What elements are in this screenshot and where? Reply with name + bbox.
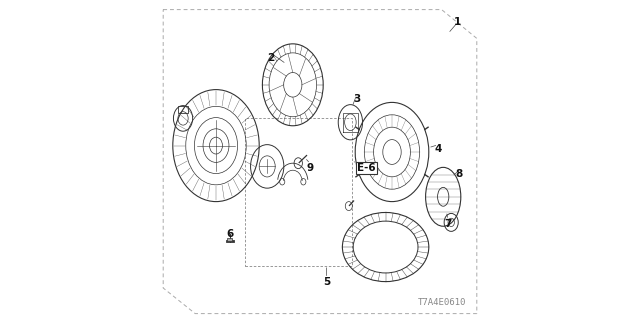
Text: 5: 5	[323, 276, 330, 287]
Polygon shape	[227, 238, 232, 241]
Text: 3: 3	[353, 94, 360, 104]
Text: 2: 2	[267, 52, 274, 63]
Text: 4: 4	[435, 144, 442, 154]
Text: T7A4E0610: T7A4E0610	[417, 298, 466, 307]
Text: E-6: E-6	[357, 163, 376, 173]
Text: 8: 8	[456, 169, 463, 180]
Text: 1: 1	[454, 17, 461, 28]
Text: 6: 6	[227, 228, 234, 239]
Text: 9: 9	[307, 163, 314, 173]
Text: 7: 7	[444, 219, 452, 229]
